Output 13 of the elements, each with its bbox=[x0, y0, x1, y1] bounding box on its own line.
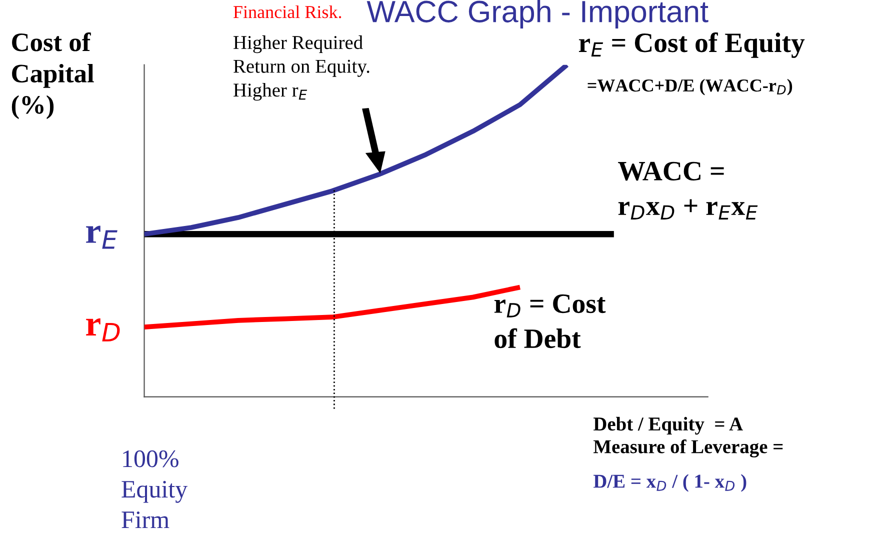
series-label: r$_{E}$ = Cost of Equity bbox=[578, 32, 805, 58]
series-label: r$_{D}$ = Cost of Debt bbox=[494, 294, 606, 348]
text: 100% Equity Firm bbox=[122, 450, 188, 528]
chart-title: WACC Graph - Important bbox=[366, 0, 708, 28]
text: Financial Risk. bbox=[233, 5, 342, 18]
x-axis-title: Debt / Equity = A Measure of Leverage = bbox=[593, 416, 783, 458]
y-axis-title: Cost of Capital (%) bbox=[12, 32, 94, 120]
text: r$_{D}$ bbox=[86, 318, 120, 342]
annotation: =WACC+D/E (WACC-r$_{D}$) bbox=[588, 78, 792, 96]
text: r$_{E}$ bbox=[86, 226, 118, 249]
annotation: Higher Required Return on Equity. Higher r$_{E}$ bbox=[234, 35, 370, 101]
text: D/E = x$_{D}$ / ( 1- x$_{D}$ ) bbox=[593, 474, 746, 492]
text: WACC = r$_{D}$x$_{D}$ + r$_{E}$x$_{E}$ bbox=[618, 162, 758, 220]
